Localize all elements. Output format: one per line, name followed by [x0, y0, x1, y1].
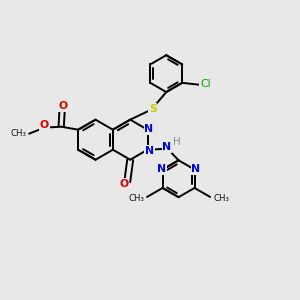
Text: H: H: [173, 137, 181, 147]
Text: CH₃: CH₃: [213, 194, 229, 203]
Text: O: O: [40, 120, 49, 130]
Text: CH₃: CH₃: [11, 129, 27, 138]
Text: N: N: [162, 142, 172, 152]
Text: Cl: Cl: [200, 79, 211, 89]
Text: N: N: [145, 146, 154, 156]
Text: O: O: [58, 101, 67, 111]
Text: N: N: [157, 164, 166, 174]
Text: N: N: [145, 124, 154, 134]
Text: N: N: [191, 164, 201, 174]
Text: CH₃: CH₃: [128, 194, 144, 203]
Text: O: O: [119, 179, 128, 189]
Text: S: S: [149, 104, 157, 114]
